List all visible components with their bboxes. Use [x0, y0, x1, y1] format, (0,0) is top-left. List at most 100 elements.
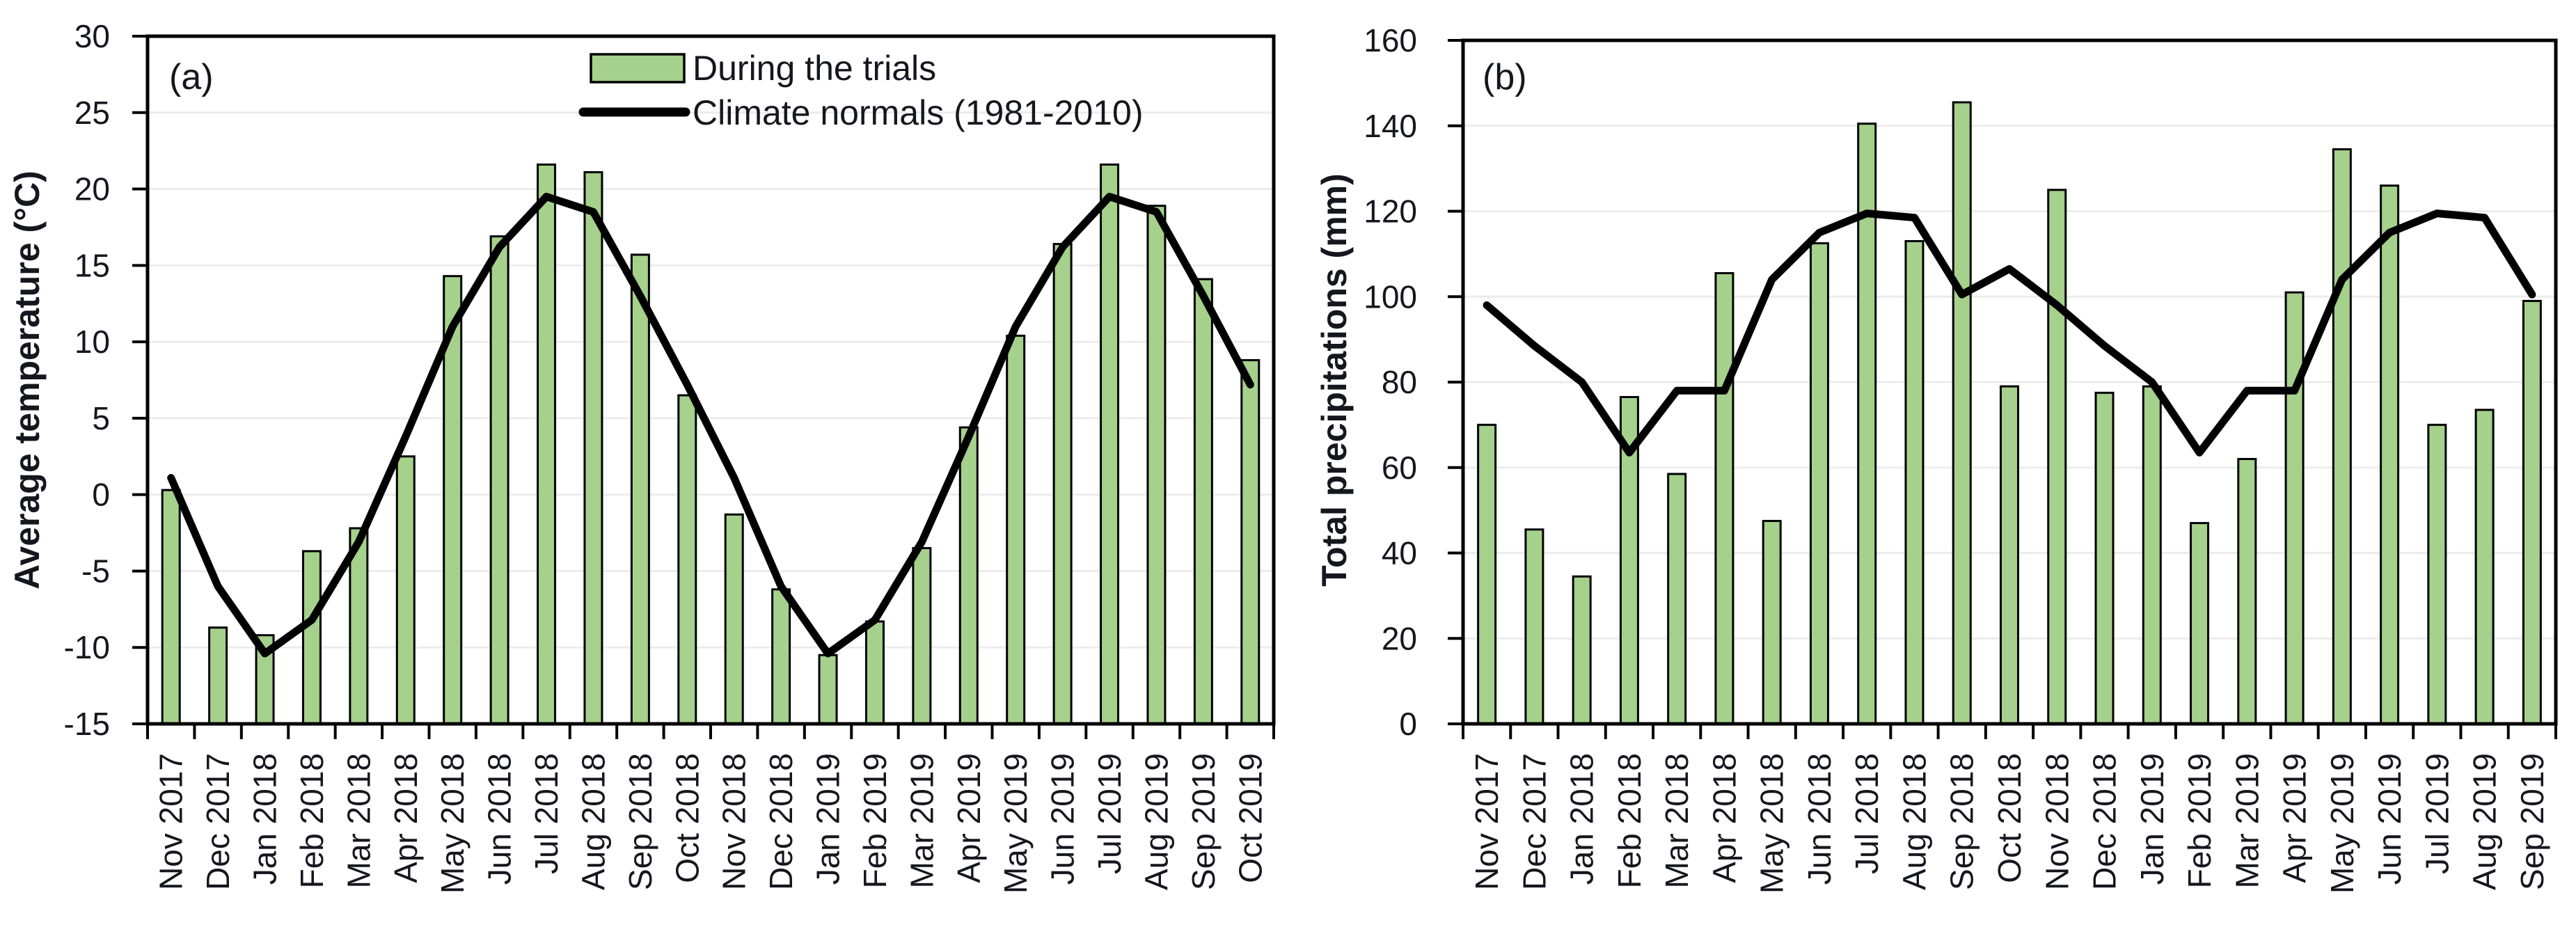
bar-Jun 2019: [1052, 243, 1073, 725]
bar-Nov 2017: [1477, 423, 1497, 725]
y-tick-label: 120: [1364, 193, 1417, 230]
bar-May 2018: [1762, 519, 1782, 725]
y-tick-label: 25: [74, 95, 110, 131]
legend-bar-swatch: [590, 53, 686, 84]
x-tick-label: Sep 2019: [2514, 753, 2550, 890]
panel-letter: (b): [1483, 57, 1527, 97]
bar-Feb 2018: [301, 550, 322, 725]
x-tick-label: Jul 2018: [528, 753, 564, 874]
x-tick-label: Oct 2018: [669, 753, 705, 883]
x-tick-label: Jul 2018: [1849, 753, 1885, 874]
bar-Mar 2019: [2237, 457, 2257, 725]
x-tick-label: Jul 2019: [2419, 753, 2455, 874]
y-tick-label: 20: [74, 171, 110, 207]
x-tick-label: Feb 2018: [294, 753, 330, 888]
y-tick-label: -15: [64, 706, 110, 742]
y-tick-label: 160: [1364, 22, 1417, 58]
x-tick-label: Jun 2018: [482, 753, 518, 885]
x-tick-label: Apr 2018: [388, 753, 424, 883]
y-tick-label: 40: [1382, 535, 1417, 571]
bars-b: [1477, 101, 2542, 725]
x-tick-label: May 2018: [434, 753, 471, 894]
bar-Apr 2018: [395, 455, 416, 725]
bar-Mar 2018: [1667, 473, 1687, 725]
y-tick-label: 80: [1382, 364, 1417, 400]
x-tick-label: Jun 2018: [1801, 753, 1838, 885]
x-tick-label: Aug 2018: [576, 753, 612, 890]
y-tick-label: 0: [92, 477, 110, 513]
x-tick-label: May 2019: [997, 753, 1034, 894]
bar-Feb 2019: [2190, 522, 2210, 725]
x-tick-label: Jul 2019: [1091, 753, 1128, 874]
bar-Sep 2019: [2522, 299, 2542, 725]
x-tick-label: Feb 2018: [1611, 753, 1647, 888]
bar-Dec 2017: [208, 626, 228, 725]
x-tick-label: Mar 2018: [1659, 753, 1695, 888]
y-tick-label: -10: [64, 629, 110, 665]
bar-Aug 2019: [1146, 205, 1167, 725]
bar-Mar 2019: [912, 547, 932, 725]
bar-May 2019: [2332, 148, 2352, 725]
bar-Dec 2018: [2094, 391, 2115, 725]
x-tick-label: Sep 2018: [622, 753, 658, 890]
x-tick-label: Jan 2019: [810, 753, 846, 885]
y-tick-label: 10: [74, 324, 110, 360]
y-tick-label: -5: [81, 553, 110, 589]
y-tick-label: 15: [74, 247, 110, 283]
x-tick-label: Aug 2018: [1897, 753, 1933, 890]
bar-Jan 2019: [2142, 385, 2162, 725]
x-tick-label: Dec 2017: [200, 753, 236, 890]
bar-Feb 2018: [1619, 395, 1639, 725]
y-tick-label: 20: [1382, 620, 1417, 656]
bar-Sep 2018: [630, 253, 650, 725]
x-tick-label: Mar 2018: [340, 753, 377, 888]
bars-a: [161, 163, 1261, 725]
bar-Jul 2018: [1857, 122, 1877, 725]
panel-letter: (a): [169, 57, 214, 97]
normals-line: [167, 193, 1254, 658]
bar-Jan 2018: [1572, 575, 1592, 725]
x-tick-label: Oct 2019: [1232, 753, 1268, 883]
x-tick-label: May 2019: [2324, 753, 2360, 894]
x-tick-label: Aug 2019: [2467, 753, 2503, 890]
bar-Jun 2018: [1809, 242, 1829, 725]
y-tick-label: 5: [92, 400, 110, 436]
x-tick-label: Apr 2018: [1706, 753, 1742, 883]
x-tick-label: Dec 2018: [763, 753, 799, 890]
bar-Nov 2018: [2047, 189, 2067, 725]
bar-Apr 2019: [2284, 291, 2305, 725]
legend: During the trials Climate normals (1981-2…: [578, 49, 1144, 132]
bar-Feb 2019: [864, 620, 885, 725]
x-tick-label: Apr 2019: [2277, 753, 2313, 883]
bar-Sep 2019: [1193, 278, 1213, 725]
bar-Aug 2019: [2474, 409, 2495, 725]
bar-Dec 2017: [1524, 528, 1544, 725]
y-tick-label: 30: [74, 18, 110, 54]
panel-a: -15 -10 -5 0 5 10 15 20 25 30 Nov 2017 Dec 2017 Jan …: [8, 18, 1276, 894]
bar-Jul 2019: [2427, 423, 2447, 725]
y-axis-title: Total precipitations (mm): [1315, 173, 1354, 587]
bar-Jul 2018: [537, 163, 557, 725]
x-tick-label: Nov 2018: [716, 753, 752, 890]
x-tick-label: Nov 2017: [1469, 753, 1505, 890]
x-tick-label: Jun 2019: [2371, 753, 2408, 885]
bar-Oct 2018: [2000, 385, 2019, 725]
bar-Aug 2018: [583, 171, 603, 725]
x-tick-label: Jun 2019: [1045, 753, 1081, 885]
x-tick-label: Apr 2019: [951, 753, 987, 883]
x-tick-label: May 2018: [1754, 753, 1790, 894]
x-tick-label: Jan 2018: [1564, 753, 1600, 885]
x-tick-label: Jan 2019: [2134, 753, 2170, 885]
bar-Nov 2017: [161, 489, 181, 725]
panel-b: 0 20 40 60 80 100 120 140 160 Nov 2017 Dec 2017 Jan…: [1315, 22, 2558, 894]
x-tick-label: Feb 2019: [2181, 753, 2218, 888]
x-tick-label: Mar 2019: [2229, 753, 2265, 888]
y-tick-label: 140: [1364, 108, 1417, 144]
bar-Dec 2018: [771, 588, 791, 725]
bar-Jul 2019: [1100, 163, 1120, 725]
legend-label: Climate normals (1981-2010): [693, 93, 1144, 132]
x-tick-label: Mar 2019: [903, 753, 940, 888]
bar-Nov 2018: [724, 513, 744, 725]
x-tick-label: Nov 2017: [153, 753, 189, 890]
